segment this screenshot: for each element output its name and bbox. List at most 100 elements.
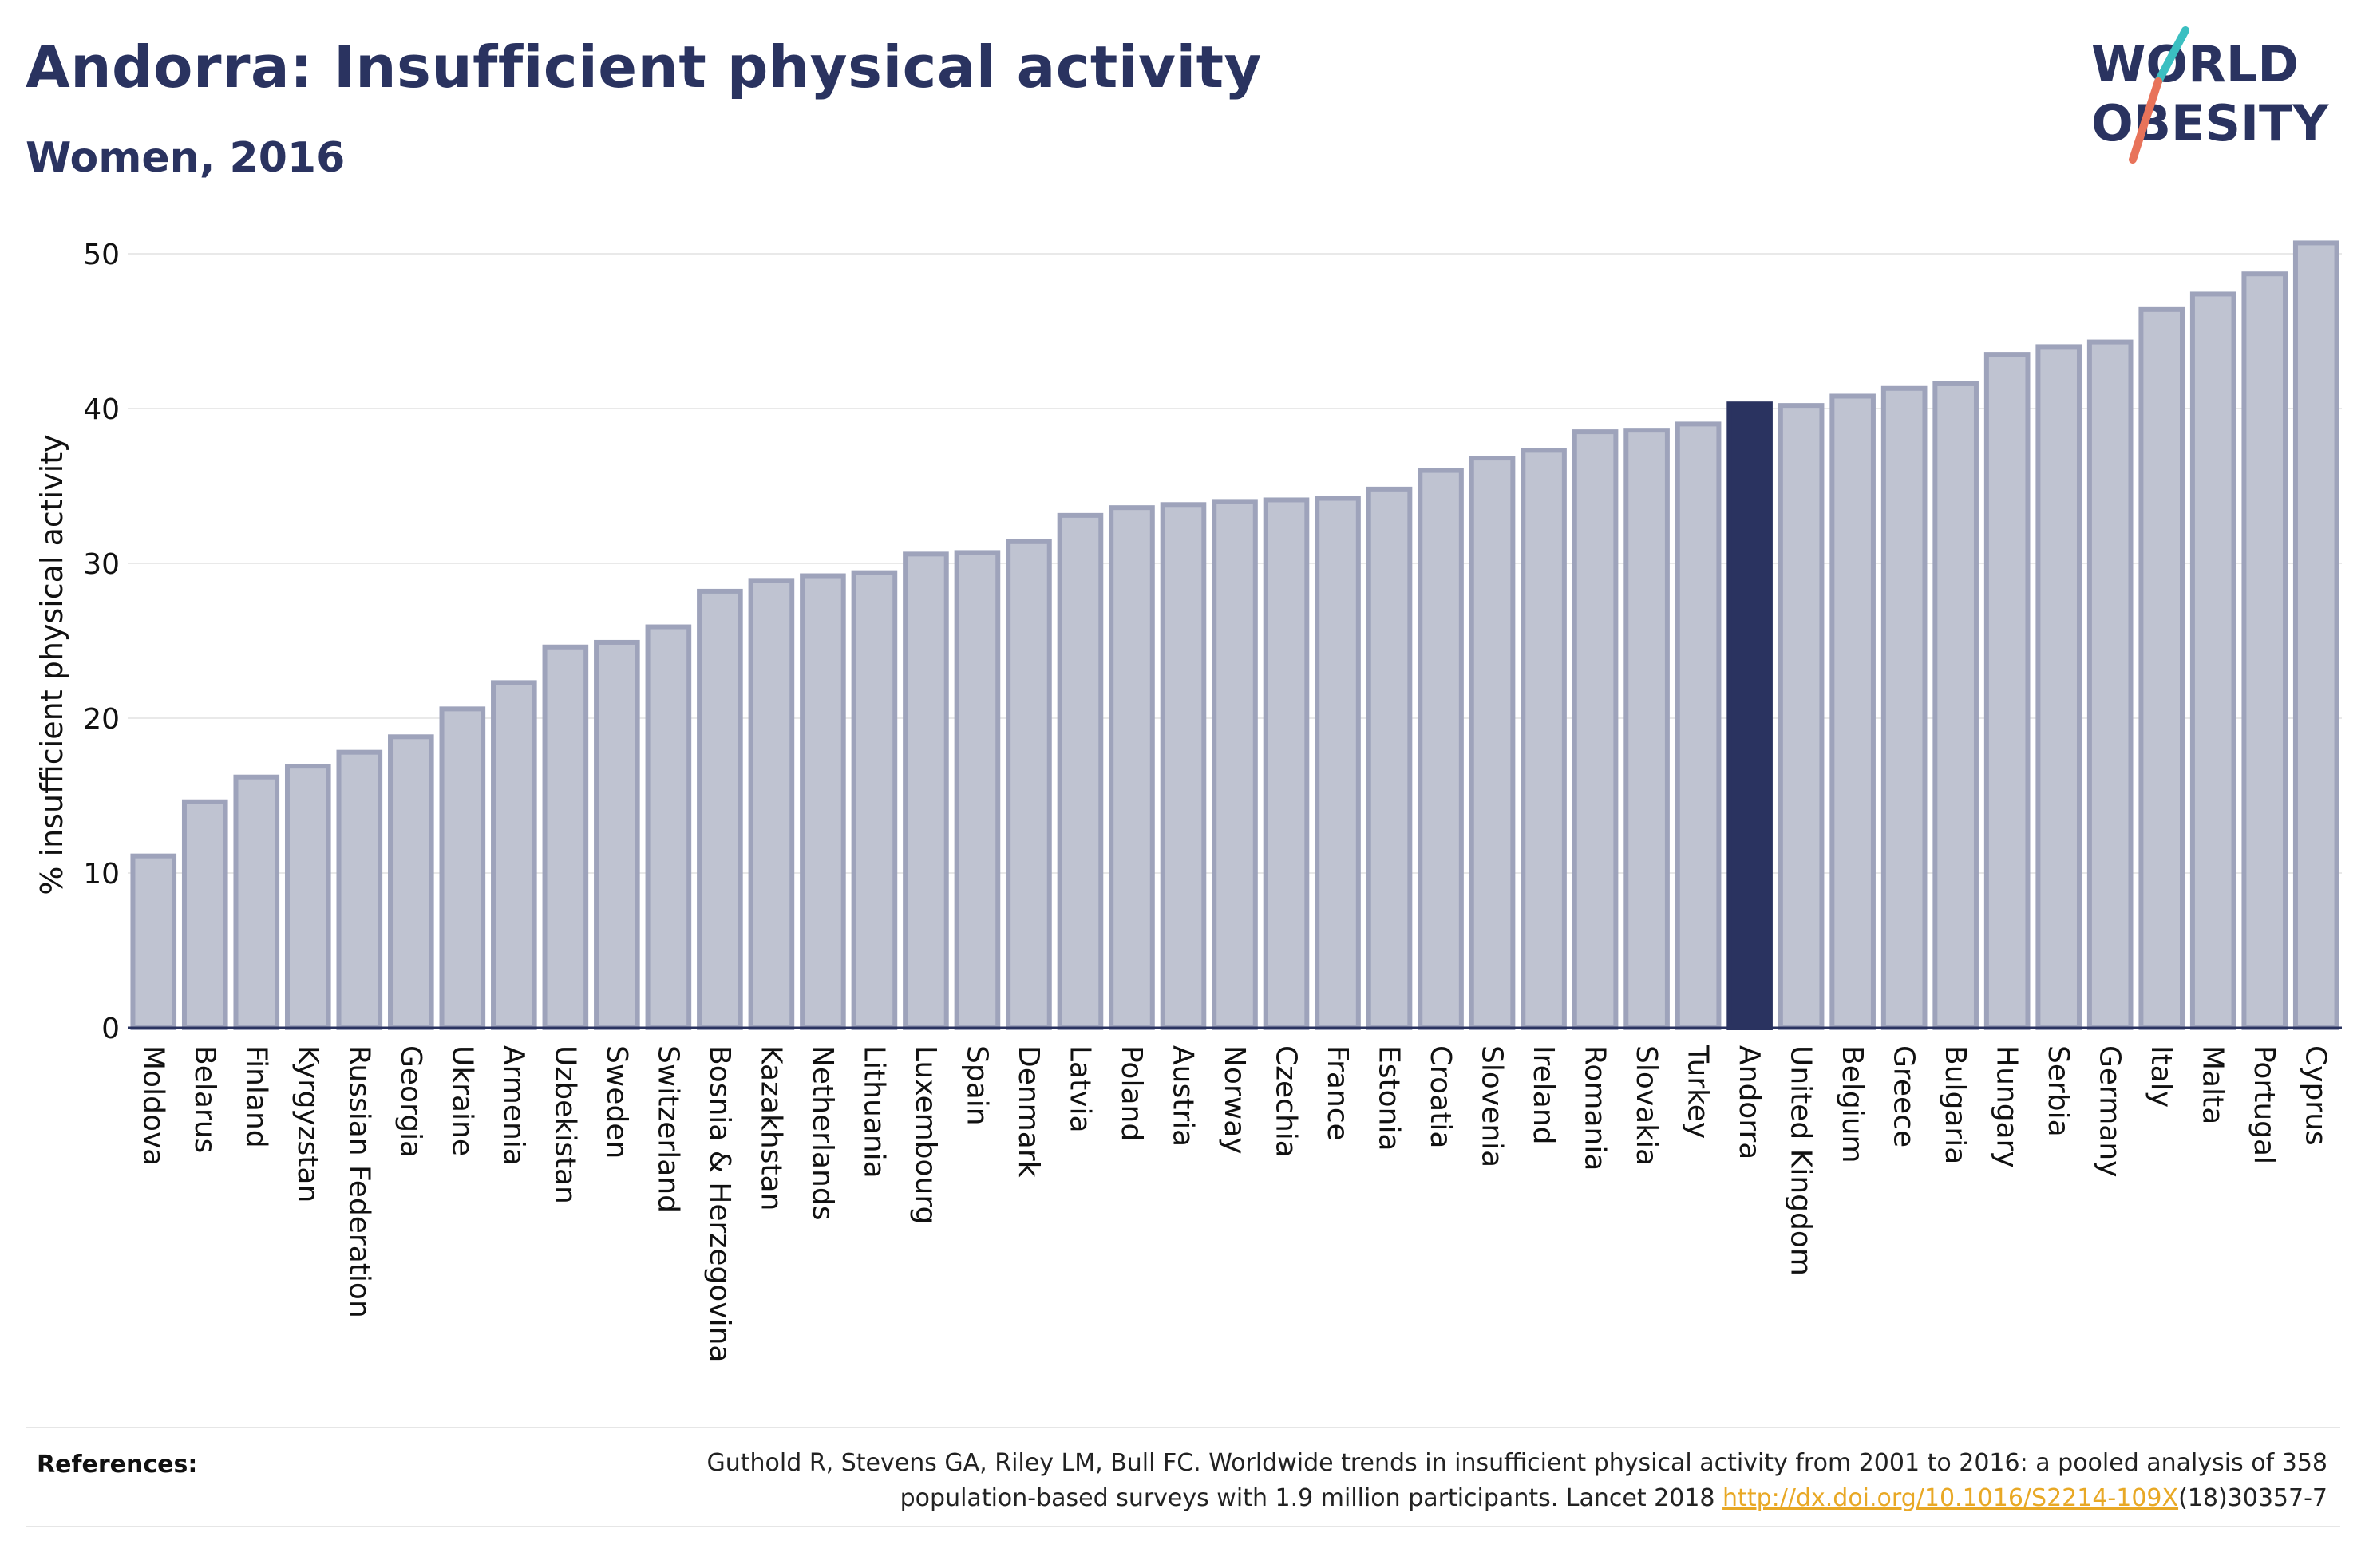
x-tick-label: Lithuania	[857, 1045, 890, 1179]
y-tick-label: 50	[83, 239, 120, 271]
bar	[2035, 344, 2082, 1030]
x-tick-label: Cyprus	[2300, 1045, 2332, 1146]
x-tick-label: Ireland	[1527, 1045, 1560, 1145]
bar	[284, 764, 331, 1030]
bar	[439, 706, 486, 1030]
x-tick-label: Finland	[239, 1045, 272, 1148]
bar-chart: 0 10 20 30 40 50 Moldova Belarus Finland Kyrgyzs…	[34, 239, 2342, 1362]
x-tick-label: Portugal	[2248, 1045, 2280, 1164]
bar	[1623, 428, 1670, 1030]
bar	[1983, 352, 2031, 1031]
x-tick-label: Luxembourg	[909, 1045, 942, 1224]
x-tick-label: Germany	[2094, 1045, 2126, 1177]
x-tick-label: Netherlands	[806, 1045, 839, 1220]
bar	[491, 680, 537, 1030]
x-tick-label: Uzbekistan	[548, 1045, 581, 1204]
bar	[851, 570, 898, 1030]
bar	[1932, 381, 1979, 1030]
y-tick-label: 40	[83, 393, 120, 426]
bar	[1521, 448, 1567, 1030]
x-tick-label: Latvia	[1063, 1045, 1096, 1133]
reference-line-2-pre: population-based surveys with 1.9 millio…	[900, 1484, 1723, 1512]
bar	[2241, 271, 2288, 1031]
y-tick-label: 0	[101, 1013, 120, 1045]
x-tick-label: Slovenia	[1476, 1045, 1509, 1167]
bar	[903, 551, 949, 1030]
bar	[388, 734, 434, 1031]
bar	[233, 774, 280, 1030]
y-tick-label: 30	[83, 548, 120, 581]
x-tick-label: Moldova	[136, 1045, 169, 1166]
bar	[1109, 505, 1155, 1030]
bar	[1263, 497, 1310, 1030]
x-tick-label: Ukraine	[445, 1045, 478, 1156]
y-tick-label: 20	[83, 703, 120, 736]
x-tick-label: Italy	[2145, 1045, 2177, 1108]
x-tick-labels: Moldova Belarus Finland Kyrgyzstan Russian F…	[136, 1045, 2331, 1362]
bar	[1212, 499, 1258, 1030]
bar	[181, 799, 228, 1030]
x-tick-label: Georgia	[394, 1045, 427, 1158]
bar	[2292, 240, 2339, 1031]
bar	[1418, 468, 1464, 1030]
bar	[1057, 512, 1104, 1030]
bar	[1880, 385, 1928, 1030]
bar	[645, 624, 692, 1030]
x-tick-label: Bosnia & Herzegovina	[703, 1045, 736, 1362]
x-tick-label: Armenia	[497, 1045, 530, 1166]
x-tick-label: Spain	[960, 1045, 993, 1126]
bar	[1160, 502, 1207, 1030]
x-tick-label: Belarus	[188, 1045, 221, 1153]
y-tick-labels: 0 10 20 30 40 50	[83, 239, 120, 1045]
bar	[542, 644, 589, 1030]
bar	[1006, 539, 1052, 1030]
chart-subtitle: Women, 2016	[26, 134, 346, 182]
y-tick-label: 10	[83, 858, 120, 891]
x-tick-label: Estonia	[1373, 1045, 1406, 1151]
bar	[1675, 421, 1722, 1030]
bar	[1315, 496, 1361, 1030]
bar	[1366, 486, 1413, 1030]
bar	[1829, 393, 1876, 1031]
chart-title: Andorra: Insufficient physical activity	[26, 34, 1262, 101]
reference-line-2-post: (18)30357-7	[2178, 1484, 2327, 1512]
x-tick-label: Czechia	[1270, 1045, 1303, 1158]
x-tick-label: Austria	[1166, 1045, 1199, 1147]
x-tick-label: Greece	[1888, 1045, 1920, 1147]
logo-slash-coral	[2129, 77, 2162, 164]
x-tick-label: Hungary	[1991, 1045, 2023, 1168]
x-tick-label: Slovakia	[1630, 1045, 1663, 1166]
logo-text-obesity: OBESITY	[2091, 94, 2329, 152]
bar	[2086, 339, 2134, 1030]
bar	[594, 639, 640, 1030]
x-tick-label: Kyrgyzstan	[291, 1045, 324, 1203]
reference-line-1: Guthold R, Stevens GA, Riley LM, Bull FC…	[706, 1449, 2327, 1477]
x-tick-label: Belgium	[1836, 1045, 1869, 1163]
bars	[130, 240, 2339, 1031]
reference-doi-link[interactable]: http://dx.doi.org/10.1016/S2214-109X	[1722, 1484, 2179, 1512]
bar	[2189, 291, 2236, 1030]
x-tick-label: Denmark	[1012, 1045, 1045, 1178]
bar-highlight	[1726, 401, 1773, 1030]
bar	[1469, 456, 1516, 1030]
bar	[800, 573, 846, 1030]
x-tick-label: Romania	[1579, 1045, 1612, 1171]
references-text: Guthold R, Stevens GA, Riley LM, Bull FC…	[571, 1446, 2327, 1516]
world-obesity-logo: WORLD OBESITY	[2075, 24, 2347, 168]
x-tick-label: Switzerland	[651, 1045, 684, 1213]
x-tick-label: Kazakhstan	[754, 1045, 787, 1211]
y-axis-label: % insufficient physical activity	[34, 434, 69, 895]
references-divider-bottom	[26, 1526, 2340, 1527]
x-tick-label: United Kingdom	[1785, 1045, 1817, 1276]
x-tick-label: Andorra	[1733, 1045, 1766, 1159]
bar	[1572, 429, 1619, 1030]
references-label: References:	[37, 1451, 198, 1479]
bar	[954, 550, 1001, 1030]
x-tick-label: Bulgaria	[1939, 1045, 1971, 1164]
x-tick-label: Croatia	[1424, 1045, 1457, 1148]
x-tick-label: France	[1321, 1045, 1354, 1141]
bar	[336, 749, 383, 1030]
bar	[697, 588, 743, 1030]
logo-text-world: WORLD	[2091, 35, 2299, 93]
bar	[2138, 306, 2185, 1030]
